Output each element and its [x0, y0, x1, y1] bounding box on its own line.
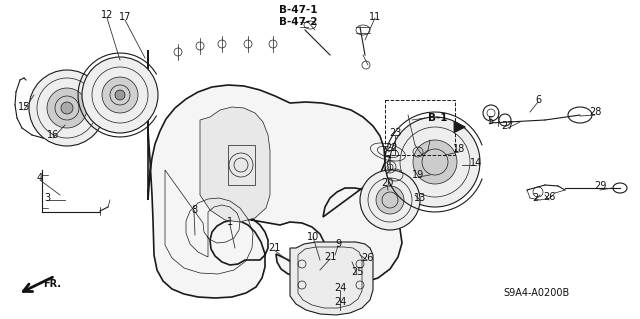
- Ellipse shape: [115, 90, 125, 100]
- Text: 11: 11: [369, 12, 381, 22]
- Ellipse shape: [376, 186, 404, 214]
- Ellipse shape: [82, 57, 158, 133]
- Text: B-47-2: B-47-2: [279, 17, 317, 27]
- Text: B-47-1: B-47-1: [279, 5, 317, 15]
- Text: 1: 1: [227, 217, 233, 227]
- Text: 23: 23: [389, 128, 401, 138]
- Ellipse shape: [47, 88, 87, 128]
- Text: S9A4-A0200B: S9A4-A0200B: [503, 288, 569, 298]
- Text: 6: 6: [535, 95, 541, 105]
- FancyArrowPatch shape: [454, 122, 465, 133]
- Text: 24: 24: [334, 297, 346, 307]
- Text: 26: 26: [543, 192, 555, 202]
- Text: 5: 5: [487, 116, 493, 126]
- Text: 8: 8: [191, 205, 197, 215]
- Text: 19: 19: [412, 170, 424, 180]
- Text: B-1: B-1: [428, 113, 448, 123]
- Ellipse shape: [413, 140, 457, 184]
- Text: 21: 21: [268, 243, 280, 253]
- Polygon shape: [148, 50, 402, 298]
- Text: 28: 28: [589, 107, 601, 117]
- Text: 9: 9: [335, 239, 341, 249]
- Text: 27: 27: [502, 121, 515, 131]
- Text: 17: 17: [119, 12, 131, 22]
- Text: 18: 18: [453, 144, 465, 154]
- Ellipse shape: [360, 170, 420, 230]
- Text: 7: 7: [384, 156, 390, 166]
- Text: 10: 10: [307, 232, 319, 242]
- Text: 3: 3: [44, 193, 50, 203]
- Ellipse shape: [102, 77, 138, 113]
- Polygon shape: [200, 107, 270, 222]
- Text: 14: 14: [470, 158, 482, 168]
- Text: 2: 2: [532, 193, 538, 203]
- Text: 16: 16: [47, 130, 59, 140]
- Text: 13: 13: [414, 193, 426, 203]
- Text: 15: 15: [18, 102, 30, 112]
- Text: 4: 4: [37, 173, 43, 183]
- Text: 24: 24: [334, 283, 346, 293]
- Text: 22: 22: [386, 143, 398, 153]
- Text: 12: 12: [101, 10, 113, 20]
- Ellipse shape: [29, 70, 105, 146]
- Text: 20: 20: [381, 178, 393, 188]
- Bar: [385, 100, 455, 155]
- Ellipse shape: [61, 102, 73, 114]
- Text: 26: 26: [361, 253, 373, 263]
- Polygon shape: [290, 242, 373, 315]
- Text: FR.: FR.: [43, 279, 61, 289]
- Text: 29: 29: [594, 181, 606, 191]
- Text: 21: 21: [324, 252, 336, 262]
- Ellipse shape: [390, 117, 480, 207]
- Text: 25: 25: [351, 267, 364, 277]
